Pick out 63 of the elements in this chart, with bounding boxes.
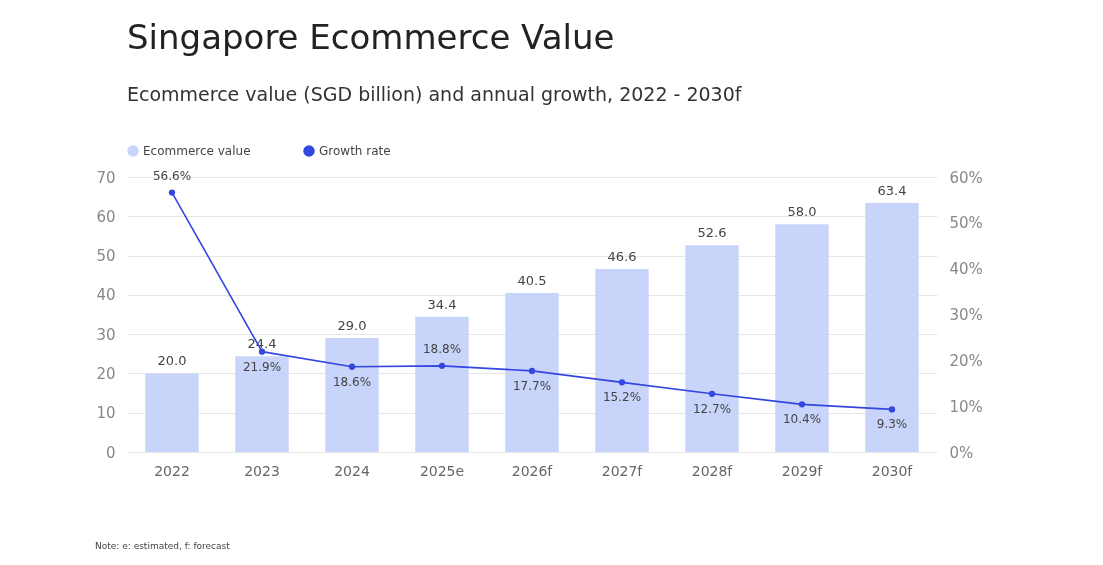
data-label: 34.4: [427, 296, 457, 312]
bar: [685, 245, 739, 452]
legend-label: Growth rate: [319, 144, 391, 158]
y-tick-label: 30: [96, 325, 116, 344]
legend-label: Ecommerce value: [143, 144, 251, 158]
point: [348, 363, 356, 370]
bar: [775, 224, 829, 452]
x-tick-label: 2030f: [871, 462, 914, 479]
y2-tick-label: 0%: [949, 443, 974, 462]
bar: [595, 268, 649, 452]
data-label: 15.2%: [602, 390, 642, 405]
data-label: 17.7%: [512, 378, 552, 393]
bar: [235, 356, 289, 452]
point: [438, 362, 446, 369]
data-label: 9.3%: [876, 417, 908, 432]
point: [618, 379, 626, 386]
y-tick-label: 10: [96, 404, 116, 423]
chart-subtitle: Ecommerce value (SGD billion) and annual growth, 2022 - 2030f: [127, 83, 743, 105]
y2-tick-label: 50%: [949, 214, 983, 233]
bar: [325, 338, 379, 452]
point: [528, 367, 536, 375]
y2-tick-label: 60%: [949, 168, 983, 187]
data-label: 52.6: [697, 225, 727, 241]
data-label: 56.6%: [152, 168, 192, 183]
data-label: 18.8%: [422, 341, 462, 356]
data-label: 63.4: [877, 182, 907, 198]
x-tick-label: 2026f: [511, 462, 554, 479]
x-tick-label: 2029f: [781, 462, 824, 479]
x-tick-label: 2028f: [691, 462, 734, 479]
point: [798, 401, 806, 408]
y2-tick-label: 10%: [949, 397, 983, 416]
y-tick-label: 40: [96, 286, 116, 305]
bar: [865, 202, 919, 452]
x-tick-label: 2024: [334, 462, 370, 479]
point: [888, 406, 896, 413]
y-tick-label: 50: [96, 247, 116, 266]
y-tick-label: 60: [96, 207, 116, 226]
x-tick-label: 2025e: [419, 462, 465, 479]
y2-tick-label: 30%: [949, 306, 983, 324]
point: [168, 189, 176, 196]
y2-tick-label: 40%: [949, 260, 983, 279]
data-label: 40.5: [517, 272, 547, 288]
y-tick-label: 70: [96, 168, 116, 187]
x-tick-label: 2022: [154, 462, 190, 479]
data-label: 46.6: [607, 248, 637, 264]
bar: [505, 292, 559, 452]
data-label: 20.0: [157, 353, 187, 369]
data-label: 12.7%: [692, 401, 732, 416]
data-label: 18.6%: [332, 374, 372, 389]
x-tick-label: 2027f: [601, 462, 644, 479]
y-tick-label: 20: [96, 364, 116, 383]
bar: [145, 373, 199, 452]
data-label: 10.4%: [782, 412, 822, 427]
bar: [415, 316, 469, 452]
y2-tick-label: 20%: [949, 351, 983, 370]
data-label: 58.0: [787, 204, 817, 220]
point: [708, 390, 716, 397]
y-tick-label: 0: [105, 443, 116, 462]
data-label: 21.9%: [242, 359, 282, 374]
x-tick-label: 2023: [244, 462, 280, 479]
data-label: 29.0: [337, 318, 367, 334]
text: Note: e: estimated, f: forecast: [95, 541, 230, 551]
chart-title: Singapore Ecommerce Value: [127, 17, 615, 57]
